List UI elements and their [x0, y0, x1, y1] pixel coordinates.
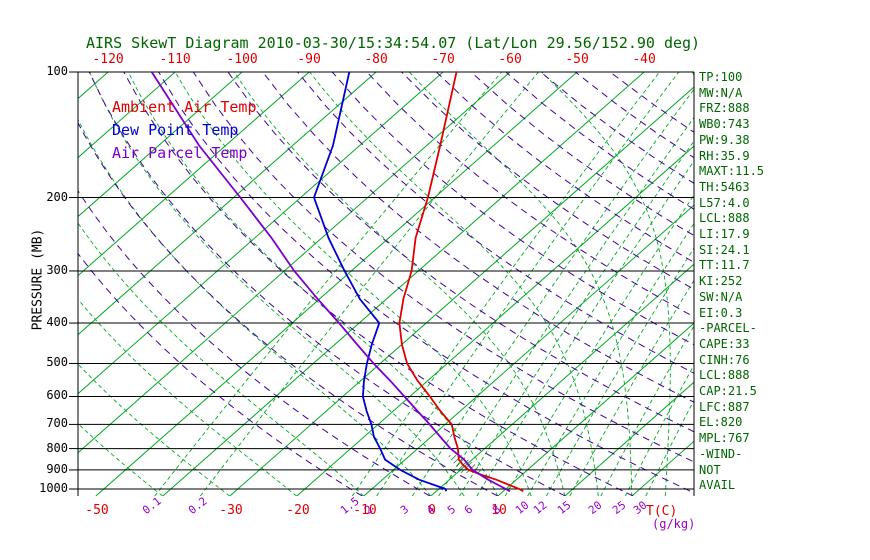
pressure-tick-label: 700: [46, 416, 68, 431]
chart-legend: Ambient Air Temp Dew Point Temp Air Parc…: [112, 96, 257, 165]
bottom-temp-label: 10: [491, 503, 507, 518]
chart-title: AIRS SkewT Diagram 2010-03-30/15:34:54.0…: [86, 34, 701, 52]
bottom-temp-label: -30: [219, 503, 243, 518]
index-line: CINH:76: [699, 352, 750, 367]
top-axis-label: -60: [498, 52, 522, 67]
index-line: RH:35.9: [699, 148, 750, 163]
index-line: -PARCEL-: [699, 321, 757, 336]
index-line: WB0:743: [699, 117, 750, 132]
legend-ambient-air-temp: Ambient Air Temp: [112, 98, 257, 116]
index-line: CAPE:33: [699, 336, 750, 351]
bottom-temp-label: -10: [353, 503, 377, 518]
top-axis-label: -70: [431, 52, 455, 67]
index-line: LCL:888: [699, 211, 750, 226]
index-line: CAP:21.5: [699, 384, 757, 399]
index-line: FRZ:888: [699, 101, 750, 116]
top-axis-label: -110: [159, 52, 191, 67]
pressure-tick-label: 500: [46, 355, 68, 370]
index-line: LCL:888: [699, 368, 750, 383]
top-axis-label: -40: [632, 52, 656, 67]
top-axis-label: -50: [565, 52, 589, 67]
index-line: AVAIL: [699, 478, 736, 493]
legend-dew-point-temp: Dew Point Temp: [112, 121, 239, 139]
index-line: NOT: [699, 462, 721, 477]
index-line: MAXT:11.5: [699, 164, 765, 179]
indices-panel: TP:100 MW:N/A FRZ:888 WB0:743 PW:9.38 RH:35.9…: [699, 70, 764, 494]
top-axis-label: -80: [364, 52, 388, 67]
index-line: KI:252: [699, 274, 743, 289]
index-line: MPL:767: [699, 431, 750, 446]
pressure-tick-label: 300: [46, 262, 68, 277]
index-line: EI:0.3: [699, 305, 743, 320]
index-line: PW:9.38: [699, 132, 750, 147]
index-line: EL:820: [699, 415, 743, 430]
index-line: MW:N/A: [699, 85, 743, 100]
bottom-temp-label: -20: [286, 503, 310, 518]
top-axis-label: -100: [226, 52, 258, 67]
pressure-tick-label: 1000: [39, 481, 68, 495]
index-line: TT:11.7: [699, 258, 750, 273]
temp-unit-label: T(C): [646, 504, 678, 519]
index-line: LI:17.9: [699, 227, 750, 242]
bottom-temp-label: 0: [428, 503, 436, 518]
index-line: TP:100: [699, 70, 743, 84]
pressure-tick-label: 200: [46, 189, 68, 204]
index-line: -WIND-: [699, 446, 743, 461]
index-line: L57:4.0: [699, 195, 750, 210]
index-line: TH:5463: [699, 179, 750, 194]
legend-air-parcel-temp: Air Parcel Temp: [112, 144, 248, 162]
top-axis-label: -120: [92, 52, 124, 67]
index-line: SW:N/A: [699, 289, 743, 304]
index-line: LFC:887: [699, 399, 750, 414]
pressure-tick-label: 600: [46, 388, 68, 403]
pressure-tick-label: 900: [46, 461, 68, 476]
mixing-ratio-unit-label: (g/kg): [652, 517, 696, 531]
pressure-tick-label: 400: [46, 315, 68, 330]
index-line: SI:24.1: [699, 242, 750, 257]
bottom-temp-label: -50: [85, 503, 109, 518]
pressure-tick-label: 800: [46, 440, 68, 455]
pressure-tick-label: 100: [46, 64, 68, 78]
top-axis-label: -90: [297, 52, 321, 67]
